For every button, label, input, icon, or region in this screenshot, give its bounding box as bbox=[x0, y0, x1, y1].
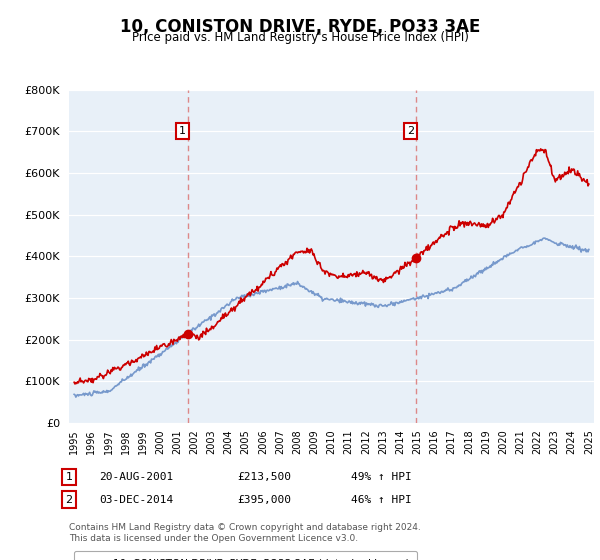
Text: 2: 2 bbox=[65, 494, 73, 505]
Text: This data is licensed under the Open Government Licence v3.0.: This data is licensed under the Open Gov… bbox=[69, 534, 358, 543]
Text: Contains HM Land Registry data © Crown copyright and database right 2024.: Contains HM Land Registry data © Crown c… bbox=[69, 523, 421, 532]
Text: £395,000: £395,000 bbox=[237, 494, 291, 505]
Text: 10, CONISTON DRIVE, RYDE, PO33 3AE: 10, CONISTON DRIVE, RYDE, PO33 3AE bbox=[120, 18, 480, 36]
Text: 49% ↑ HPI: 49% ↑ HPI bbox=[351, 472, 412, 482]
Text: £213,500: £213,500 bbox=[237, 472, 291, 482]
Legend: 10, CONISTON DRIVE, RYDE, PO33 3AE (detached house), HPI: Average price, detache: 10, CONISTON DRIVE, RYDE, PO33 3AE (deta… bbox=[74, 551, 416, 560]
Text: 46% ↑ HPI: 46% ↑ HPI bbox=[351, 494, 412, 505]
Text: 03-DEC-2014: 03-DEC-2014 bbox=[99, 494, 173, 505]
Text: 20-AUG-2001: 20-AUG-2001 bbox=[99, 472, 173, 482]
Text: Price paid vs. HM Land Registry's House Price Index (HPI): Price paid vs. HM Land Registry's House … bbox=[131, 31, 469, 44]
Text: 1: 1 bbox=[65, 472, 73, 482]
Text: 2: 2 bbox=[407, 126, 415, 136]
Text: 1: 1 bbox=[179, 126, 186, 136]
